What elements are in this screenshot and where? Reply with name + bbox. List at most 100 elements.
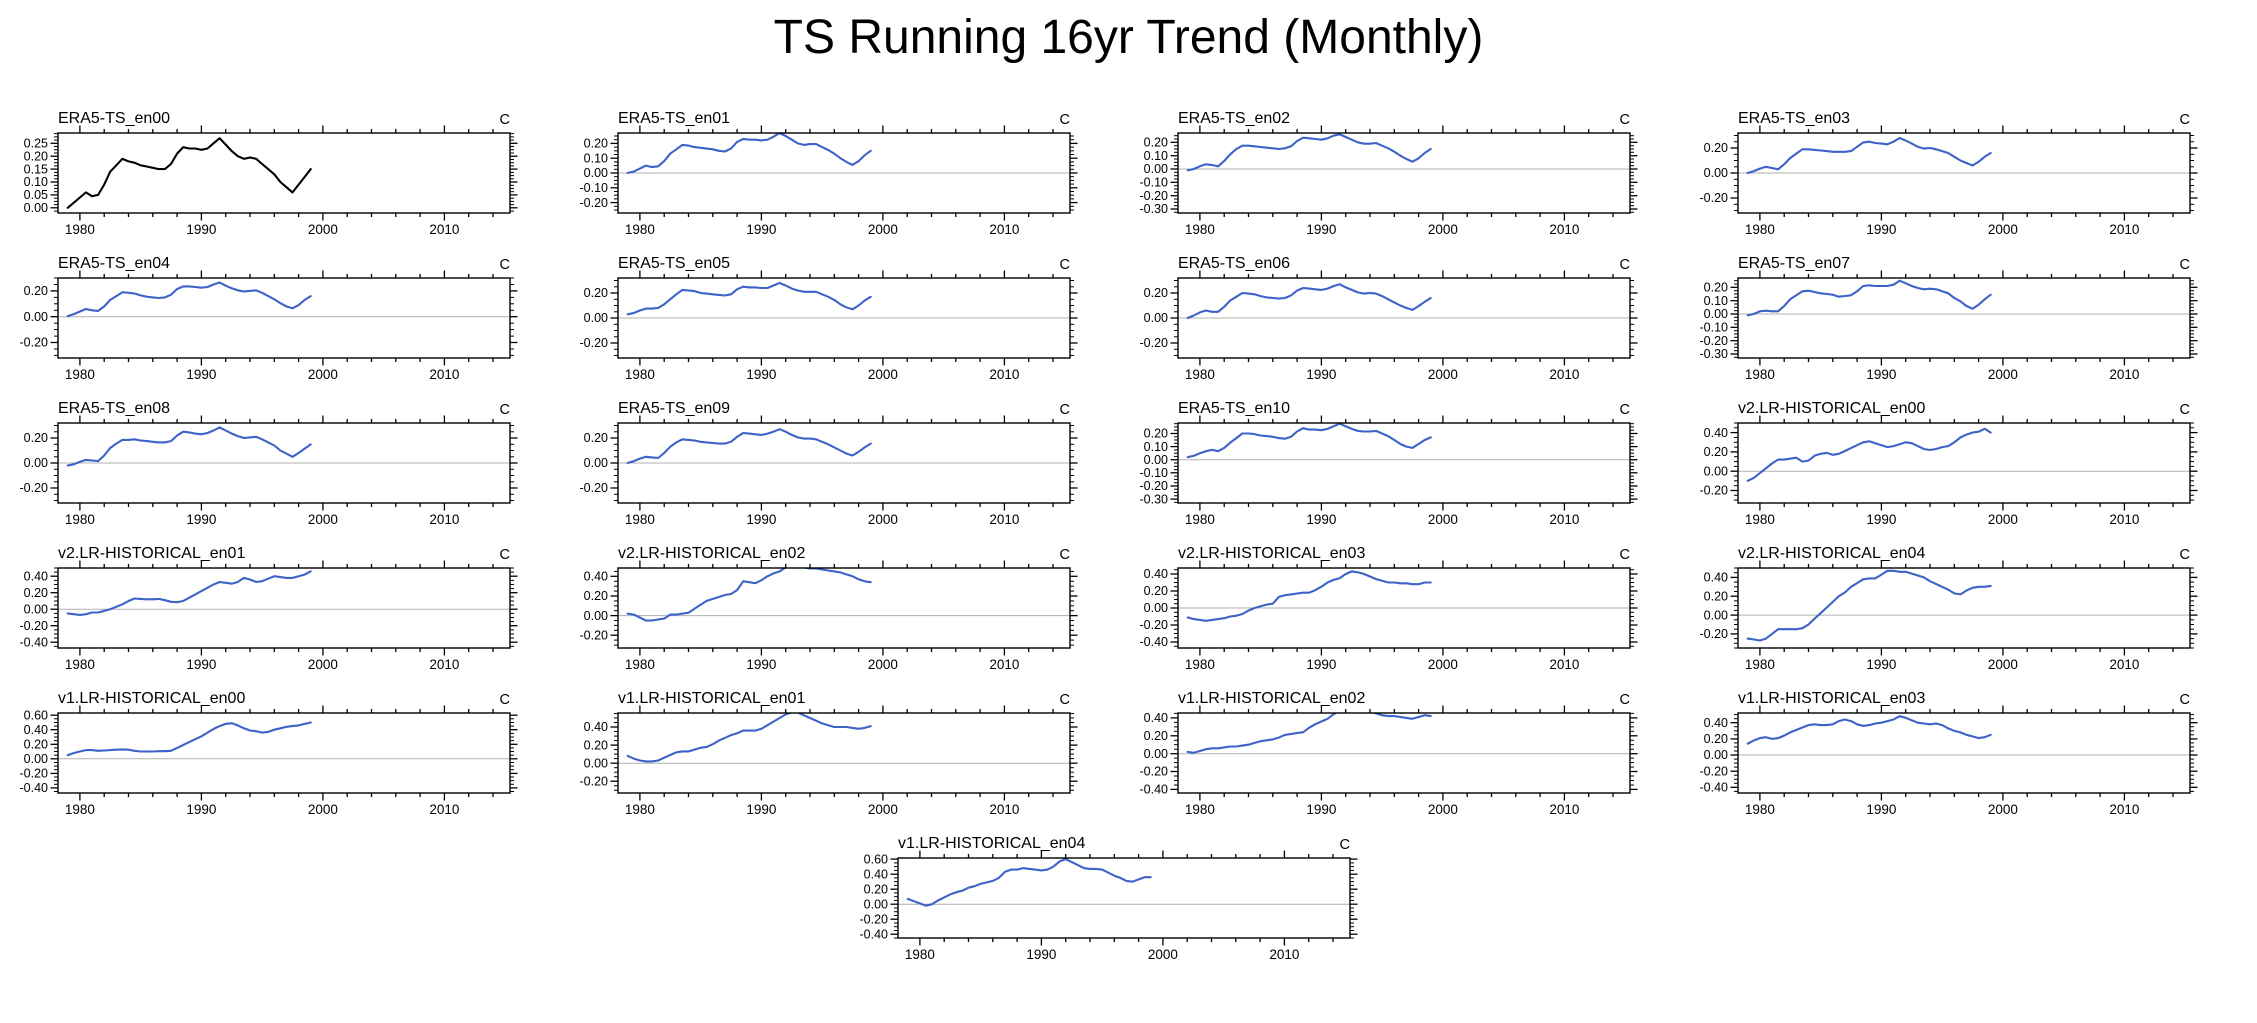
y-tick-label: 0.00 bbox=[24, 201, 48, 215]
y-tick-label: 0.10 bbox=[1144, 440, 1168, 454]
panel-chart: -0.20 0.00 0.20 0.40 1980 1990 2000 2010 v2.LR-H… bbox=[1700, 545, 2198, 672]
unit-label: C bbox=[500, 112, 510, 128]
x-tick-label: 2000 bbox=[1988, 222, 2018, 237]
x-tick-label: 2010 bbox=[1549, 657, 1579, 672]
panel-chart: -0.20 0.00 0.20 0.40 1980 1990 2000 2010 v2.LR-H… bbox=[1700, 400, 2198, 527]
trend-line bbox=[1186, 422, 1432, 458]
unit-label: C bbox=[1060, 402, 1070, 418]
y-tick-label: 0.20 bbox=[1144, 135, 1168, 149]
y-tick-label: 0.40 bbox=[584, 569, 608, 583]
unit-label: C bbox=[1620, 692, 1630, 708]
x-tick-label: 1990 bbox=[1866, 222, 1896, 237]
x-tick-label: 2010 bbox=[1549, 222, 1579, 237]
y-tick-label: 0.40 bbox=[864, 867, 888, 881]
y-tick-label: -0.40 bbox=[1140, 635, 1169, 649]
x-tick-label: 2010 bbox=[2109, 512, 2139, 527]
y-tick-label: -0.20 bbox=[580, 336, 609, 350]
y-tick-label: -0.40 bbox=[1700, 780, 1729, 794]
x-tick-label: 2000 bbox=[1148, 947, 1178, 962]
y-tick-label: 0.10 bbox=[1704, 294, 1728, 308]
unit-label: C bbox=[2180, 692, 2190, 708]
panel-title: ERA5-TS_en05 bbox=[618, 255, 730, 272]
y-tick-label: -0.20 bbox=[1140, 336, 1169, 350]
panel-ERA5-TS_en02: -0.30 -0.20 -0.10 0.00 0.10 0.20 1980 1990 2000 2… bbox=[1140, 95, 1710, 240]
x-tick-label: 1990 bbox=[746, 802, 776, 817]
x-tick-label: 1990 bbox=[1306, 657, 1336, 672]
panel-chart: -0.30-0.20-0.100.000.100.20 1980 1990 2000 2… bbox=[1700, 255, 2198, 382]
x-tick-label: 1990 bbox=[186, 367, 216, 382]
x-tick-label: 1990 bbox=[1026, 947, 1056, 962]
x-tick-label: 1980 bbox=[625, 367, 655, 382]
y-tick-label: 0.20 bbox=[864, 882, 888, 896]
y-tick-label: 0.10 bbox=[1144, 149, 1168, 163]
unit-label: C bbox=[500, 402, 510, 418]
y-tick-label: 0.00 bbox=[584, 456, 608, 470]
panel-title: v1.LR-HISTORICAL_en01 bbox=[618, 690, 805, 707]
y-tick-label: 0.60 bbox=[24, 708, 48, 722]
x-tick-label: 1980 bbox=[625, 657, 655, 672]
y-tick-label: -0.30 bbox=[1700, 347, 1729, 361]
x-tick-label: 1990 bbox=[1866, 657, 1896, 672]
y-tick-label: 0.20 bbox=[24, 284, 48, 298]
unit-label: C bbox=[1060, 692, 1070, 708]
y-tick-label: -0.20 bbox=[20, 481, 49, 495]
y-tick-label: -0.20 bbox=[1140, 618, 1169, 632]
y-tick-label: 0.40 bbox=[1704, 570, 1728, 584]
x-tick-label: 2010 bbox=[2109, 802, 2139, 817]
panel-title: ERA5-TS_en04 bbox=[58, 255, 170, 272]
panel-v2.LR-HISTORICAL_en03: -0.40 -0.20 0.00 0.20 0.40 1980 1990 2000 2010 v2… bbox=[1140, 530, 1710, 675]
unit-label: C bbox=[1060, 547, 1070, 563]
x-tick-label: 1980 bbox=[1745, 367, 1775, 382]
y-tick-label: 0.40 bbox=[24, 569, 48, 583]
x-tick-label: 2010 bbox=[1549, 802, 1579, 817]
panel-ERA5-TS_en08: -0.20 0.00 0.20 1980 1990 2000 2010 ERA5-TS_en0… bbox=[20, 385, 590, 530]
trend-line bbox=[1186, 570, 1432, 622]
x-tick-label: 1990 bbox=[186, 657, 216, 672]
panel-chart: -0.20 0.00 0.20 0.40 1980 1990 2000 2010 v2.LR-H… bbox=[580, 545, 1078, 672]
y-tick-label: 0.00 bbox=[584, 609, 608, 623]
y-tick-label: 0.20 bbox=[584, 286, 608, 300]
panel-title: v1.LR-HISTORICAL_en02 bbox=[1178, 690, 1365, 707]
y-tick-label: 0.20 bbox=[1144, 426, 1168, 440]
x-tick-label: 1980 bbox=[65, 222, 95, 237]
x-tick-label: 2000 bbox=[308, 512, 338, 527]
y-tick-label: -0.10 bbox=[580, 181, 609, 195]
y-tick-label: 0.15 bbox=[24, 162, 48, 176]
x-tick-label: 2010 bbox=[2109, 657, 2139, 672]
x-tick-label: 1980 bbox=[65, 367, 95, 382]
y-tick-label: 0.00 bbox=[1704, 307, 1728, 321]
x-tick-label: 2000 bbox=[308, 222, 338, 237]
panel-chart: -0.30-0.20-0.100.000.100.20 1980 1990 2000 2… bbox=[1140, 110, 1638, 237]
panel-ERA5-TS_en10: -0.30 -0.20 -0.10 0.00 0.10 0.20 1980 1990 2000 2… bbox=[1140, 385, 1710, 530]
x-tick-label: 2000 bbox=[308, 802, 338, 817]
x-tick-label: 1980 bbox=[1185, 367, 1215, 382]
trend-line bbox=[1746, 427, 1992, 482]
unit-label: C bbox=[2180, 402, 2190, 418]
y-tick-label: 0.20 bbox=[1144, 286, 1168, 300]
panel-chart: -0.20 0.00 0.20 0.40 1980 1990 2000 2010 v1.LR-H… bbox=[580, 690, 1078, 817]
panel-v2.LR-HISTORICAL_en01: -0.40 -0.20 0.00 0.20 0.40 1980 1990 2000 2010 v2… bbox=[20, 530, 590, 675]
trend-line bbox=[906, 857, 1152, 907]
x-tick-label: 1980 bbox=[625, 512, 655, 527]
y-tick-label: 0.00 bbox=[864, 897, 888, 911]
y-tick-label: 0.20 bbox=[1704, 141, 1728, 155]
x-tick-label: 1980 bbox=[625, 222, 655, 237]
y-tick-label: 0.40 bbox=[1144, 711, 1168, 725]
x-tick-label: 2010 bbox=[989, 512, 1019, 527]
panel-v1.LR-HISTORICAL_en04: -0.40 -0.20 0.00 0.20 0.40 0.60 1980 1990 2000 20… bbox=[860, 820, 1430, 965]
x-tick-label: 2000 bbox=[308, 657, 338, 672]
y-tick-label: 0.20 bbox=[24, 737, 48, 751]
x-tick-label: 1980 bbox=[65, 512, 95, 527]
panel-chart: -0.40 -0.20 0.00 0.20 0.40 1980 1990 2000 2010 v2… bbox=[1140, 545, 1638, 672]
trend-line bbox=[1746, 569, 1992, 642]
panel-title: ERA5-TS_en07 bbox=[1738, 255, 1850, 272]
panel-title: ERA5-TS_en03 bbox=[1738, 110, 1850, 127]
x-tick-label: 1990 bbox=[746, 222, 776, 237]
y-tick-label: -0.40 bbox=[20, 781, 49, 795]
unit-label: C bbox=[1620, 257, 1630, 273]
x-tick-label: 1990 bbox=[1866, 802, 1896, 817]
y-tick-label: 0.20 bbox=[1704, 445, 1728, 459]
x-tick-label: 2010 bbox=[1269, 947, 1299, 962]
x-tick-label: 2010 bbox=[429, 802, 459, 817]
x-tick-label: 1990 bbox=[1306, 802, 1336, 817]
